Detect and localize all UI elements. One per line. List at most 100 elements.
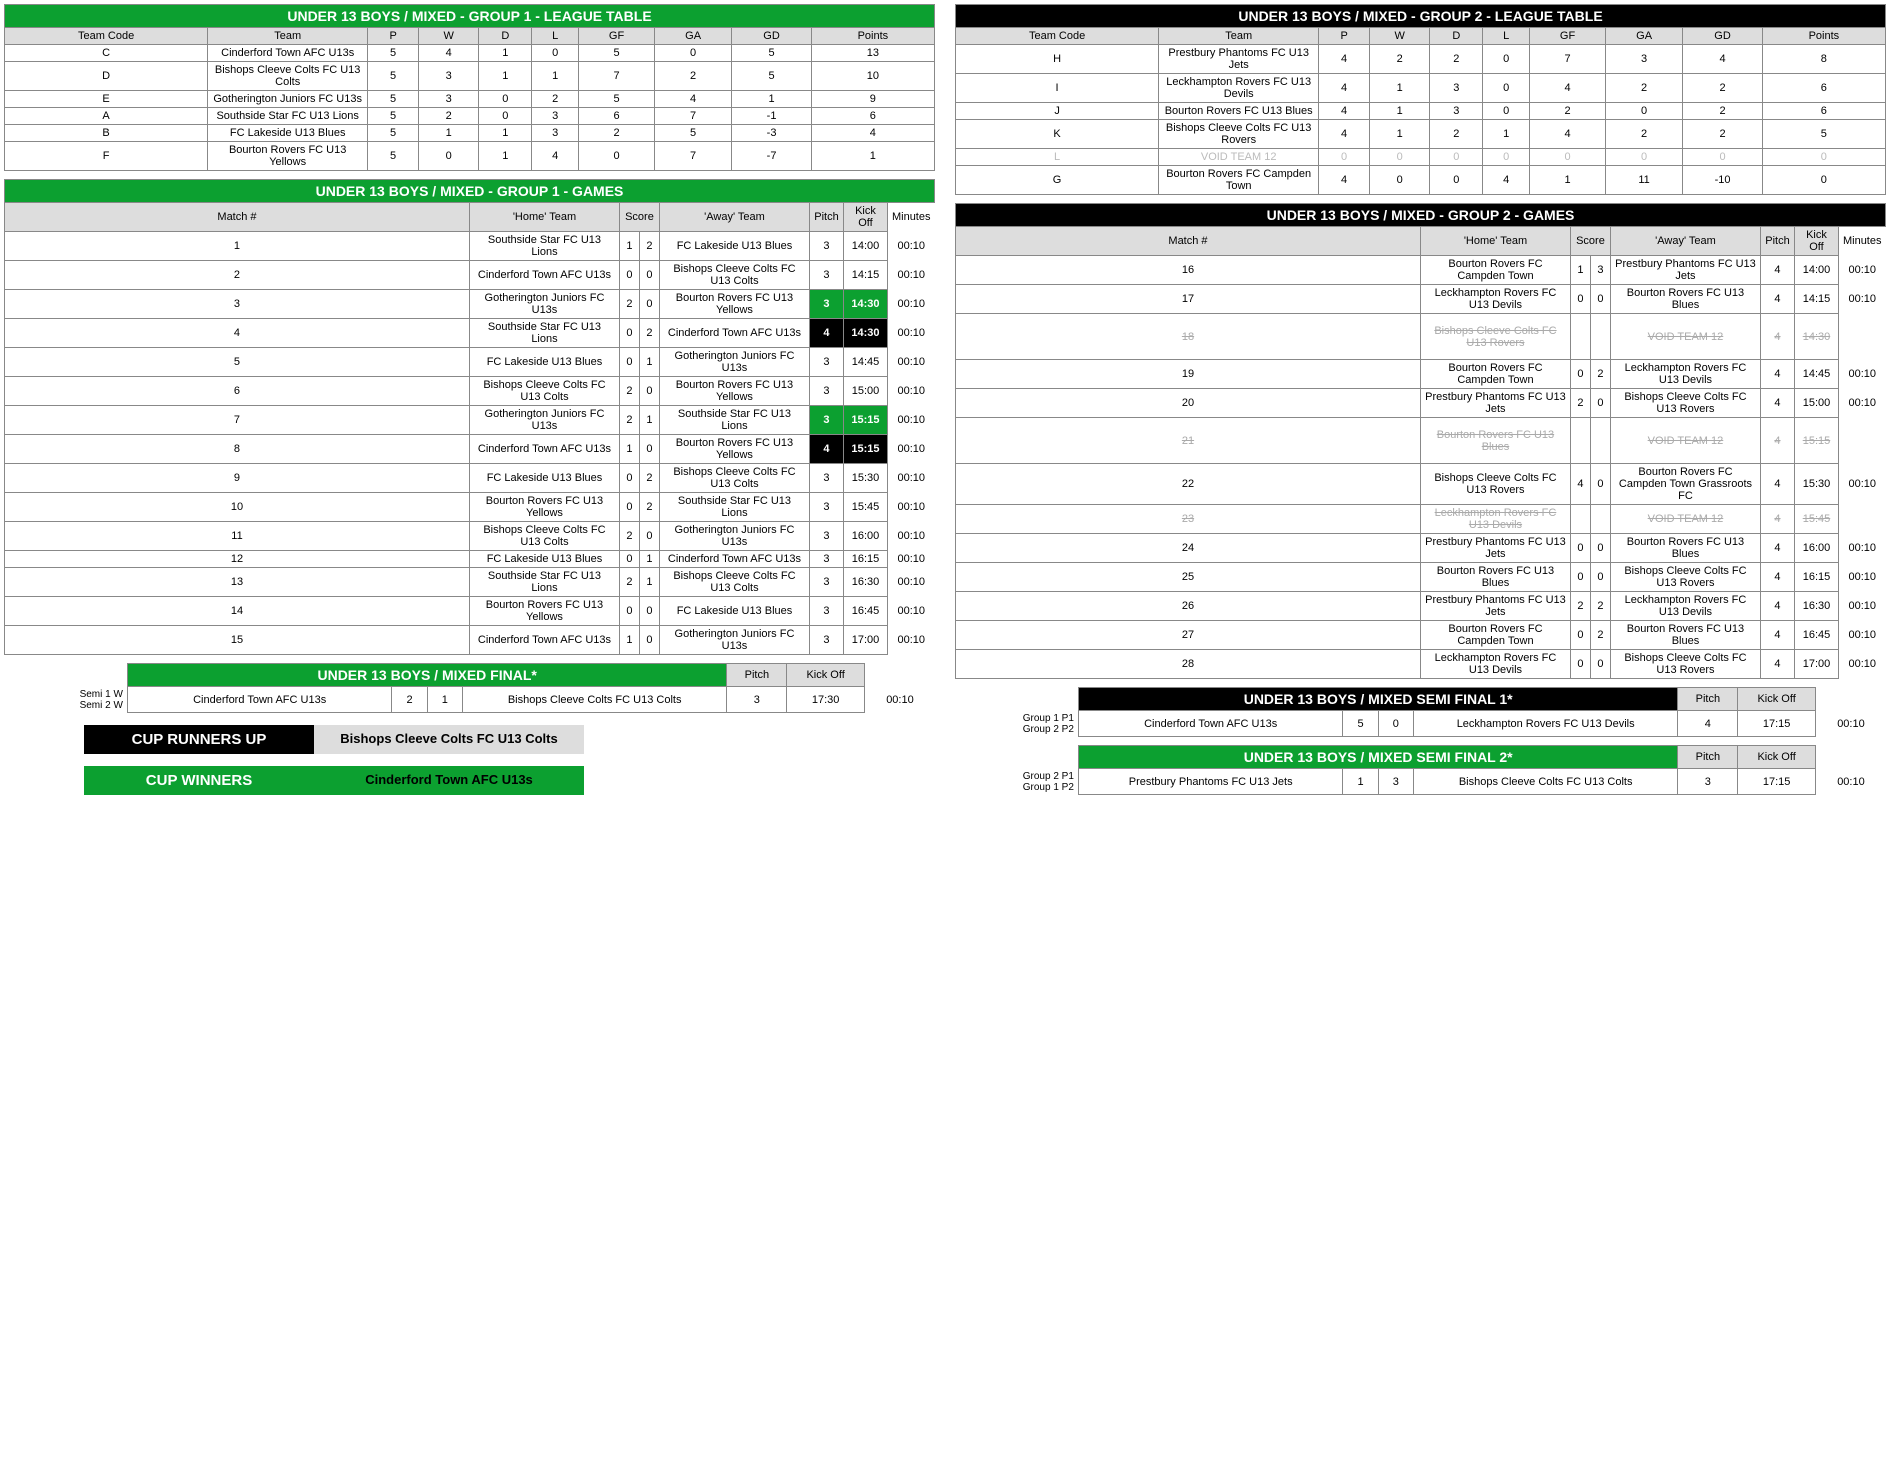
pitch: 4 (1760, 650, 1794, 679)
home-team: Bishops Cleeve Colts FC U13 Rovers (1420, 464, 1570, 505)
league-cell: D (5, 62, 208, 91)
game-row: 12FC Lakeside U13 Blues01Cinderford Town… (5, 551, 935, 568)
col-header: L (1483, 28, 1530, 45)
league-cell: 4 (1530, 120, 1606, 149)
league-row: FBourton Rovers FC U13 Yellows501407-71 (5, 142, 935, 171)
league-cell: 0 (1483, 103, 1530, 120)
league-cell: 0 (1430, 149, 1483, 166)
league-cell: 9 (811, 91, 934, 108)
home-team: FC Lakeside U13 Blues (469, 348, 619, 377)
away-score: 3 (1378, 769, 1413, 795)
home-team: Gotherington Juniors FC U13s (469, 290, 619, 319)
home-score: 0 (619, 493, 639, 522)
col-header: D (1430, 28, 1483, 45)
minutes: 00:10 (887, 377, 934, 406)
col-header: D (479, 28, 532, 45)
home-team: Cinderford Town AFC U13s (469, 435, 619, 464)
league-cell: -3 (732, 125, 811, 142)
home-score: 0 (619, 464, 639, 493)
league-cell: 7 (654, 108, 732, 125)
minutes: 00:10 (1838, 563, 1885, 592)
game-row: 13Southside Star FC U13 Lions21Bishops C… (5, 568, 935, 597)
match-num: 25 (956, 563, 1421, 592)
match-num: 24 (956, 534, 1421, 563)
away-score: 0 (639, 522, 659, 551)
minutes: 00:10 (1838, 389, 1885, 418)
home-team: Southside Star FC U13 Lions (469, 319, 619, 348)
col-header: P (368, 28, 419, 45)
league-cell: 2 (1683, 103, 1762, 120)
minutes: 00:10 (1838, 592, 1885, 621)
col-header: 'Away' Team (1610, 227, 1760, 256)
kickoff: 15:45 (843, 493, 887, 522)
league-cell: 2 (419, 108, 479, 125)
pitch: 4 (1760, 563, 1794, 592)
home-team: Gotherington Juniors FC U13s (469, 406, 619, 435)
league-cell: 4 (1483, 166, 1530, 195)
away-team: Prestbury Phantoms FC U13 Jets (1610, 256, 1760, 285)
kickoff: 17:00 (843, 626, 887, 655)
league-cell: 5 (732, 62, 811, 91)
game-row: 7Gotherington Juniors FC U13s21Southside… (5, 406, 935, 435)
pitch: 3 (809, 522, 843, 551)
league-cell: 0 (654, 45, 732, 62)
minutes: 00:10 (887, 522, 934, 551)
home-team: Bishops Cleeve Colts FC U13 Colts (469, 522, 619, 551)
kickoff: 16:00 (1794, 534, 1838, 563)
away-team: Bishops Cleeve Colts FC U13 Rovers (1610, 650, 1760, 679)
home-team: Cinderford Town AFC U13s (469, 626, 619, 655)
away-team: Bishops Cleeve Colts FC U13 Rovers (1610, 563, 1760, 592)
league-cell: 0 (1605, 103, 1683, 120)
pitch: 4 (1760, 621, 1794, 650)
league-cell: K (956, 120, 1159, 149)
away-team: Leckhampton Rovers FC U13 Devils (1413, 711, 1677, 737)
match-num: 7 (5, 406, 470, 435)
league-cell: Leckhampton Rovers FC U13 Devils (1159, 74, 1319, 103)
minutes: 00:10 (887, 435, 934, 464)
match-num: 22 (956, 464, 1421, 505)
home-score: 0 (1570, 650, 1590, 679)
away-score: 1 (639, 568, 659, 597)
away-team: Bourton Rovers FC Campden Town Grassroot… (1610, 464, 1760, 505)
kickoff: 16:30 (1794, 592, 1838, 621)
pitch: 4 (1678, 711, 1738, 737)
league-row: JBourton Rovers FC U13 Blues41302026 (956, 103, 1886, 120)
minutes: 00:10 (1838, 360, 1885, 389)
league-title: UNDER 13 BOYS / MIXED - GROUP 2 - LEAGUE… (956, 5, 1886, 28)
match-num: 5 (5, 348, 470, 377)
home-team: FC Lakeside U13 Blues (469, 464, 619, 493)
league-row: GBourton Rovers FC Campden Town4004111-1… (956, 166, 1886, 195)
home-team: Prestbury Phantoms FC U13 Jets (1420, 534, 1570, 563)
match-num: 26 (956, 592, 1421, 621)
col-header: 'Away' Team (659, 203, 809, 232)
away-score: 0 (1590, 285, 1610, 314)
games-title: UNDER 13 BOYS / MIXED - GROUP 2 - GAMES (956, 204, 1886, 227)
league-cell: 5 (368, 142, 419, 171)
league-cell: 2 (1683, 120, 1762, 149)
league-cell: 2 (1370, 45, 1430, 74)
ko-title: UNDER 13 BOYS / MIXED SEMI FINAL 1* (1078, 688, 1677, 711)
kickoff: 17:15 (1738, 711, 1816, 737)
match-num: 19 (956, 360, 1421, 389)
league-cell: -1 (732, 108, 811, 125)
minutes: 00:10 (1815, 711, 1886, 737)
ko-prefix: Group 1 P1Group 2 P2 (955, 711, 1078, 737)
away-score (1590, 314, 1610, 360)
minutes: 00:10 (887, 290, 934, 319)
col-header: Pitch (1678, 688, 1738, 711)
league-row: EGotherington Juniors FC U13s53025419 (5, 91, 935, 108)
league-cell: 6 (1762, 74, 1885, 103)
kickoff: 16:45 (843, 597, 887, 626)
home-team: Prestbury Phantoms FC U13 Jets (1420, 389, 1570, 418)
pitch: 3 (809, 568, 843, 597)
game-row: 14Bourton Rovers FC U13 Yellows00FC Lake… (5, 597, 935, 626)
game-row: 1Southside Star FC U13 Lions12FC Lakesid… (5, 232, 935, 261)
league-cell: 4 (1319, 45, 1370, 74)
col-header: Kick Off (1738, 688, 1816, 711)
home-team: Cinderford Town AFC U13s (1078, 711, 1342, 737)
away-team: Cinderford Town AFC U13s (659, 319, 809, 348)
league-cell: 1 (479, 45, 532, 62)
match-num: 17 (956, 285, 1421, 314)
pitch: 3 (809, 406, 843, 435)
home-team: Southside Star FC U13 Lions (469, 568, 619, 597)
